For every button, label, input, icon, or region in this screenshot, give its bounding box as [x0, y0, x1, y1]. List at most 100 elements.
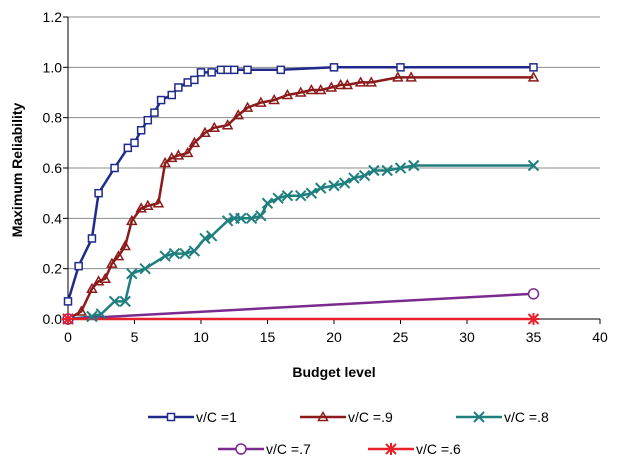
- data-point-marker: [334, 78, 347, 90]
- legend-label: v/C =.8: [504, 409, 549, 425]
- data-point-marker: [110, 163, 119, 173]
- data-point-marker: [156, 95, 166, 105]
- y-axis-title: Maximum Reliability: [9, 102, 25, 237]
- data-point-marker: [232, 109, 245, 120]
- data-point-marker: [75, 305, 88, 316]
- data-point-marker: [529, 63, 538, 72]
- data-point-marker: [268, 94, 280, 105]
- data-point-marker: [408, 159, 420, 172]
- data-point-marker: [243, 65, 252, 75]
- data-point-marker: [341, 78, 354, 90]
- data-point-marker: [358, 169, 371, 182]
- data-point-marker: [396, 63, 405, 72]
- legend: v/C =1 v/C =.9 v/C =.8 v/C =.7 v/C =.6: [148, 409, 549, 457]
- legend-marker: [473, 411, 485, 423]
- data-point-marker: [281, 88, 294, 100]
- data-point-marker: [405, 71, 417, 82]
- data-point-marker: [87, 234, 97, 243]
- data-point-marker: [261, 197, 274, 209]
- data-point-marker: [196, 68, 206, 77]
- series-layer: [66, 66, 534, 321]
- data-point-marker: [255, 96, 267, 107]
- legend-marker: [166, 412, 176, 422]
- y-tick-label: 0.8: [43, 110, 63, 126]
- grid-lines: [68, 16, 600, 270]
- y-tick-label: 0.2: [43, 261, 63, 277]
- data-point-marker: [314, 182, 327, 194]
- data-point-marker: [108, 295, 121, 308]
- data-point-marker: [199, 232, 211, 245]
- data-point-marker: [142, 199, 154, 210]
- legend-marker: [235, 443, 247, 455]
- data-point-marker: [130, 138, 139, 148]
- data-point-marker: [143, 115, 153, 125]
- data-point-marker: [159, 156, 171, 168]
- data-point-marker: [106, 257, 118, 268]
- data-point-marker: [365, 76, 378, 87]
- data-point-marker: [392, 71, 404, 82]
- data-point-marker: [123, 143, 133, 153]
- data-point-marker: [241, 101, 254, 112]
- y-tick-label: 0.0: [43, 311, 63, 327]
- data-point-marker: [276, 65, 286, 75]
- data-point-marker: [126, 214, 138, 226]
- x-tick-label: 35: [526, 329, 542, 345]
- data-point-marker: [368, 164, 380, 177]
- legend-item: v/C =1: [148, 409, 237, 425]
- data-point-marker: [62, 313, 74, 325]
- data-point-marker: [190, 75, 199, 85]
- y-tick-label: 1.2: [43, 9, 63, 25]
- legend-label: v/C =.9: [348, 409, 393, 425]
- data-point-marker: [174, 83, 183, 92]
- data-point-marker: [86, 282, 98, 294]
- legend-label: v/C =1: [196, 409, 237, 425]
- legend-marker: [385, 443, 397, 455]
- data-point-marker: [329, 63, 339, 72]
- data-point-marker: [281, 189, 294, 202]
- data-point-marker: [74, 261, 83, 271]
- legend-label: v/C =.7: [266, 441, 311, 457]
- data-point-marker: [338, 177, 351, 189]
- legend-marker: [317, 410, 329, 422]
- data-point-marker: [255, 210, 267, 222]
- data-point-marker: [207, 68, 216, 77]
- data-point-marker: [94, 188, 103, 198]
- data-point-marker: [221, 215, 234, 227]
- y-tick-label: 1.0: [43, 59, 63, 75]
- legend-item: v/C =.6: [368, 441, 461, 457]
- data-point-marker: [188, 245, 201, 257]
- data-point-marker: [167, 90, 176, 100]
- y-tick-label: 0.4: [43, 210, 63, 226]
- x-tick-label: 20: [326, 329, 342, 345]
- data-point-marker: [314, 83, 327, 95]
- data-point-marker: [348, 172, 360, 184]
- series-line: [67, 164, 534, 321]
- data-point-marker: [295, 189, 307, 202]
- data-point-marker: [159, 250, 171, 262]
- legend-label: v/C =.6: [416, 441, 461, 457]
- data-point-marker: [86, 310, 98, 323]
- x-tick-label: 40: [592, 329, 608, 345]
- x-tick-label: 5: [131, 329, 139, 345]
- data-point-marker: [152, 197, 165, 208]
- data-point-marker: [63, 297, 73, 306]
- data-point-marker: [354, 76, 367, 87]
- data-point-marker: [294, 86, 307, 97]
- data-point-marker: [325, 81, 338, 92]
- data-point-marker: [99, 272, 112, 283]
- data-point-marker: [112, 250, 125, 261]
- x-tick-label: 0: [64, 329, 72, 345]
- data-point-marker: [119, 239, 131, 251]
- series-line: [67, 292, 534, 321]
- data-point-marker: [119, 295, 131, 308]
- series-line: [67, 76, 534, 321]
- x-tick-label: 10: [193, 329, 209, 345]
- x-tick-label: 25: [393, 329, 409, 345]
- data-point-marker: [179, 247, 191, 260]
- data-point-marker: [150, 108, 159, 117]
- data-point-marker: [305, 187, 318, 199]
- data-point-marker: [181, 146, 194, 158]
- data-point-marker: [136, 126, 146, 135]
